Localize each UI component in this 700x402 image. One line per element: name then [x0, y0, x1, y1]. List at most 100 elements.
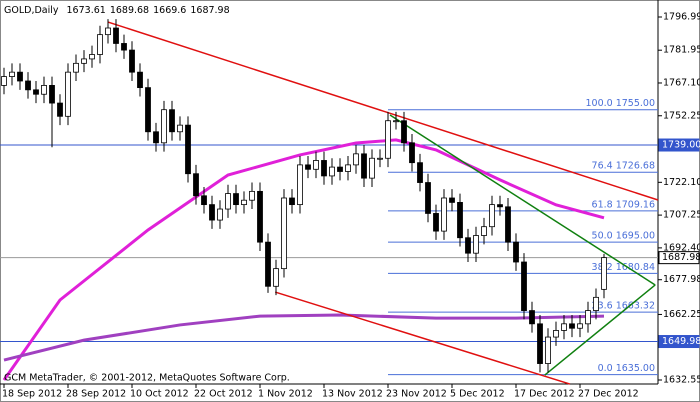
header-l: 1669.6	[153, 5, 186, 16]
candle-body	[377, 157, 383, 160]
fibo-label: 50.0 1695.00	[592, 231, 655, 242]
candle-body	[449, 197, 455, 203]
candle-body	[305, 164, 311, 170]
y-tick-label: 1722.10	[663, 177, 700, 188]
candle-body	[49, 85, 55, 104]
fibo-label: 76.4 1726.68	[592, 161, 655, 172]
candle-body	[65, 71, 71, 117]
candle-body	[249, 190, 255, 201]
candle-body	[265, 241, 271, 287]
trendline	[544, 284, 656, 376]
fibo-label: 0.0 1635.00	[598, 363, 655, 374]
x-tick-label: 13 Nov 2012	[322, 389, 383, 400]
candle-body	[33, 89, 39, 95]
candle-body	[129, 49, 135, 73]
candle-body	[425, 182, 431, 214]
candle-body	[465, 237, 471, 254]
candle-body	[313, 160, 319, 170]
candle-body	[473, 235, 479, 254]
fibo-label: 61.8 1709.16	[592, 199, 655, 210]
candle-body	[369, 157, 375, 179]
candle-body	[457, 202, 463, 239]
candle-body	[561, 323, 567, 331]
y-tick-label: 1662.25	[663, 309, 700, 320]
x-tick-label: 27 Dec 2012	[578, 389, 639, 400]
candle-body	[145, 87, 151, 133]
fibo-label: 100.0 1755.00	[585, 98, 655, 109]
candle-body	[521, 261, 527, 311]
candle-body	[25, 80, 31, 91]
price-box	[658, 138, 700, 152]
y-tick-label: 1632.55	[663, 375, 700, 386]
candle-body	[97, 34, 103, 55]
candle-body	[577, 323, 583, 329]
candle-body	[401, 120, 407, 144]
candle-body	[89, 54, 95, 60]
candle-body	[17, 71, 23, 82]
candle-body	[9, 71, 15, 77]
trendline	[389, 114, 656, 286]
candle-body	[417, 162, 423, 183]
candle-body	[73, 62, 79, 73]
candle-body	[217, 208, 223, 221]
candle-body	[233, 193, 239, 206]
candle-body	[169, 109, 175, 133]
candle-body	[329, 166, 335, 177]
header-h: 1689.68	[110, 5, 149, 16]
x-tick-label: 18 Sep 2012	[2, 389, 62, 400]
candle-body	[289, 197, 295, 206]
candle-body	[153, 131, 159, 144]
header-title: GOLD,Daily	[4, 5, 59, 16]
chart-header: GOLD,Daily 1673.61 1689.68 1669.6 1687.98	[4, 5, 230, 16]
candle-body	[433, 213, 439, 232]
fibo-label: 38.2 1680.84	[592, 262, 655, 273]
trendline	[274, 291, 571, 385]
y-tick-label: 1677.98	[663, 274, 700, 285]
candle-body	[505, 206, 511, 243]
candle-body	[105, 27, 111, 36]
candle-body	[137, 71, 143, 89]
price-box-label: 1739.00	[662, 140, 700, 151]
candle-body	[113, 27, 119, 44]
header-o: 1673.61	[67, 5, 106, 16]
candle-body	[385, 120, 391, 159]
price-box	[658, 251, 700, 265]
candle-body	[569, 323, 575, 329]
candle-body	[177, 124, 183, 133]
candle-body	[201, 195, 207, 206]
x-tick-label: 5 Dec 2012	[450, 389, 505, 400]
price-box-label: 1649.98	[662, 336, 700, 347]
header-c: 1687.98	[190, 5, 229, 16]
y-tick-label: 1707.25	[663, 210, 700, 221]
x-tick-label: 10 Oct 2012	[130, 389, 189, 400]
candle-body	[601, 257, 607, 290]
candle-body	[161, 109, 167, 144]
candle-body	[545, 336, 551, 364]
candle-body	[361, 153, 367, 179]
moving-average	[2, 138, 605, 381]
candle-body	[345, 164, 351, 172]
candle-body	[257, 190, 263, 243]
trendline	[107, 21, 659, 201]
y-tick-label: 1692.40	[663, 242, 700, 253]
candle-body	[273, 268, 279, 287]
x-tick-label: 28 Sep 2012	[66, 389, 126, 400]
candle-body	[585, 310, 591, 325]
x-tick-label: 23 Nov 2012	[386, 389, 447, 400]
candle-body	[81, 58, 87, 64]
moving-average	[3, 313, 605, 362]
candle-body	[209, 204, 215, 221]
candle-body	[57, 102, 63, 117]
y-tick-label: 1767.10	[663, 77, 700, 88]
candle-body	[481, 226, 487, 236]
candle-body	[321, 160, 327, 177]
candle-body	[553, 330, 559, 338]
candle-body	[593, 296, 599, 311]
candle-body	[393, 120, 399, 123]
candle-body	[281, 197, 287, 270]
candle-body	[1, 76, 7, 86]
candle-body	[497, 204, 503, 208]
candle-body	[185, 124, 191, 175]
candle-body	[513, 241, 519, 263]
